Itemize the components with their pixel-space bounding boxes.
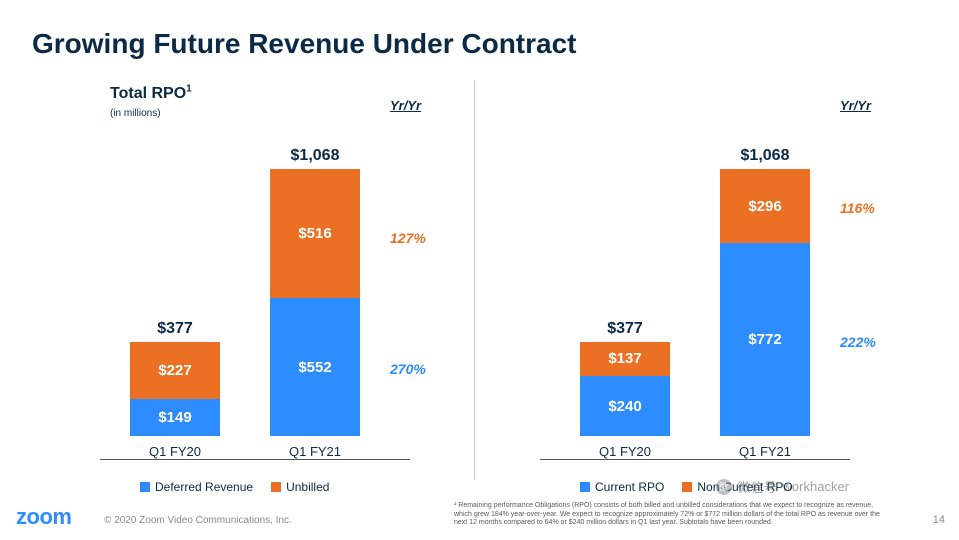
legend-item: Current RPO [580, 480, 664, 494]
bar-category-label: Q1 FY21 [720, 444, 810, 459]
wechat-icon: 微 [716, 479, 732, 495]
left-axis [100, 459, 410, 460]
bar-group: $377 $137$240 Q1 FY20 [580, 320, 670, 459]
bar-total-label: $377 [580, 320, 670, 338]
left-legend: Deferred Revenue Unbilled [140, 480, 329, 494]
yoy-label: 222% [840, 334, 876, 350]
bar-segment: $296 [720, 169, 810, 243]
bar-category-label: Q1 FY21 [270, 444, 360, 459]
zoom-logo: zoom [16, 504, 71, 530]
bar-group: $1,068 $516$552 Q1 FY21 [270, 147, 360, 459]
slide-title: Growing Future Revenue Under Contract [32, 28, 577, 60]
left-chart-title: Total RPO1 [110, 85, 192, 102]
page-number: 14 [933, 514, 945, 526]
right-yr-label: Yr/Yr [840, 98, 871, 113]
copyright-text: © 2020 Zoom Video Communications, Inc. [104, 515, 292, 526]
bar-category-label: Q1 FY20 [580, 444, 670, 459]
yoy-label: 270% [390, 361, 426, 377]
bar-segment: $227 [130, 342, 220, 399]
legend-item: Unbilled [271, 480, 329, 494]
legend-item: Deferred Revenue [140, 480, 253, 494]
yoy-label: 116% [840, 200, 875, 216]
bar-group: $1,068 $296$772 Q1 FY21 [720, 147, 810, 459]
bar-total-label: $1,068 [720, 147, 810, 165]
left-chart-subtitle: (in millions) [110, 108, 161, 119]
legend-swatch [140, 482, 150, 492]
legend-swatch [682, 482, 692, 492]
yoy-label: 127% [390, 230, 426, 246]
bar-segment: $149 [130, 399, 220, 436]
watermark: 微 微信号 workhacker [716, 477, 849, 496]
right-axis [540, 459, 850, 460]
bar-total-label: $1,068 [270, 147, 360, 165]
vertical-divider [474, 80, 475, 480]
bar-segment: $137 [580, 342, 670, 376]
bar-segment: $240 [580, 376, 670, 436]
legend-swatch [271, 482, 281, 492]
bar-total-label: $377 [130, 320, 220, 338]
bar-segment: $516 [270, 169, 360, 298]
right-chart: Yr/Yr Current RPO Non-Current RPO $377$1… [540, 80, 920, 500]
bar-category-label: Q1 FY20 [130, 444, 220, 459]
left-chart: Total RPO1 (in millions) Yr/Yr Deferred … [100, 80, 470, 500]
left-yr-label: Yr/Yr [390, 98, 421, 113]
footnote-text: ¹ Remaining performance Obligations (RPO… [454, 502, 884, 528]
bar-segment: $772 [720, 243, 810, 436]
bar-group: $377 $227$149 Q1 FY20 [130, 320, 220, 459]
legend-swatch [580, 482, 590, 492]
bar-segment: $552 [270, 298, 360, 436]
